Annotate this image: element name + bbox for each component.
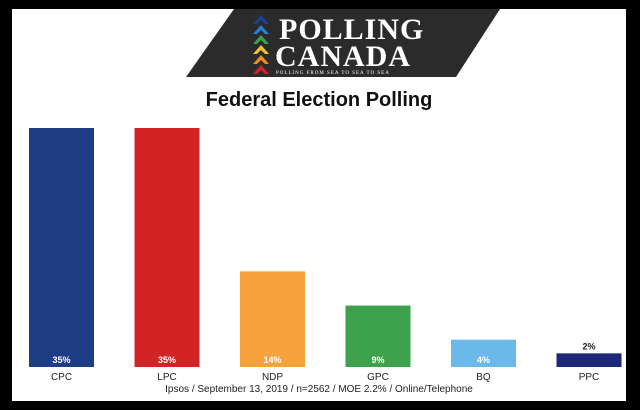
chart-title: Federal Election Polling (205, 89, 433, 111)
chevron-shape (253, 65, 269, 74)
category-label-cpc: CPC (51, 372, 72, 383)
value-label-lpc: 35% (158, 355, 176, 365)
chevron-shape (253, 15, 269, 24)
bar-chart: 35% CPC 35% LPC 14% NDP 9% GPC 4% BQ 2% PPC (29, 128, 622, 383)
value-label-ppc: 2% (582, 341, 595, 351)
category-label-lpc: LPC (157, 372, 176, 383)
bar-bq (451, 339, 516, 367)
chevron-shape (253, 25, 269, 34)
bar-ppc (556, 353, 622, 367)
chevron-shape (253, 45, 269, 54)
bar-cpc (29, 128, 94, 367)
chart-frame: POLLING CANADA POLLING FROM SEA TO SEA T… (12, 9, 626, 401)
bar-lpc (134, 128, 200, 367)
logo-graphic (186, 9, 500, 77)
category-label-gpc: GPC (367, 372, 389, 383)
logo-banner: POLLING CANADA POLLING FROM SEA TO SEA T… (12, 9, 626, 85)
value-label-ndp: 14% (263, 355, 281, 365)
bar-gpc (345, 305, 411, 367)
chevron-stack-icon (253, 15, 269, 74)
logo-tagline: POLLING FROM SEA TO SEA TO SEA (276, 71, 390, 76)
source-note: Ipsos / September 13, 2019 / n=2562 / MO… (165, 384, 473, 395)
bar-ndp (240, 271, 305, 367)
value-label-cpc: 35% (52, 355, 70, 365)
category-label-ndp: NDP (262, 372, 283, 383)
value-label-gpc: 9% (371, 355, 384, 365)
chevron-shape (253, 35, 269, 44)
category-label-bq: BQ (476, 372, 491, 383)
value-label-bq: 4% (477, 355, 490, 365)
chevron-shape (253, 55, 269, 64)
logo-text-polling: POLLING (279, 13, 425, 46)
logo-text-canada: CANADA (275, 40, 411, 73)
category-label-ppc: PPC (579, 372, 600, 383)
